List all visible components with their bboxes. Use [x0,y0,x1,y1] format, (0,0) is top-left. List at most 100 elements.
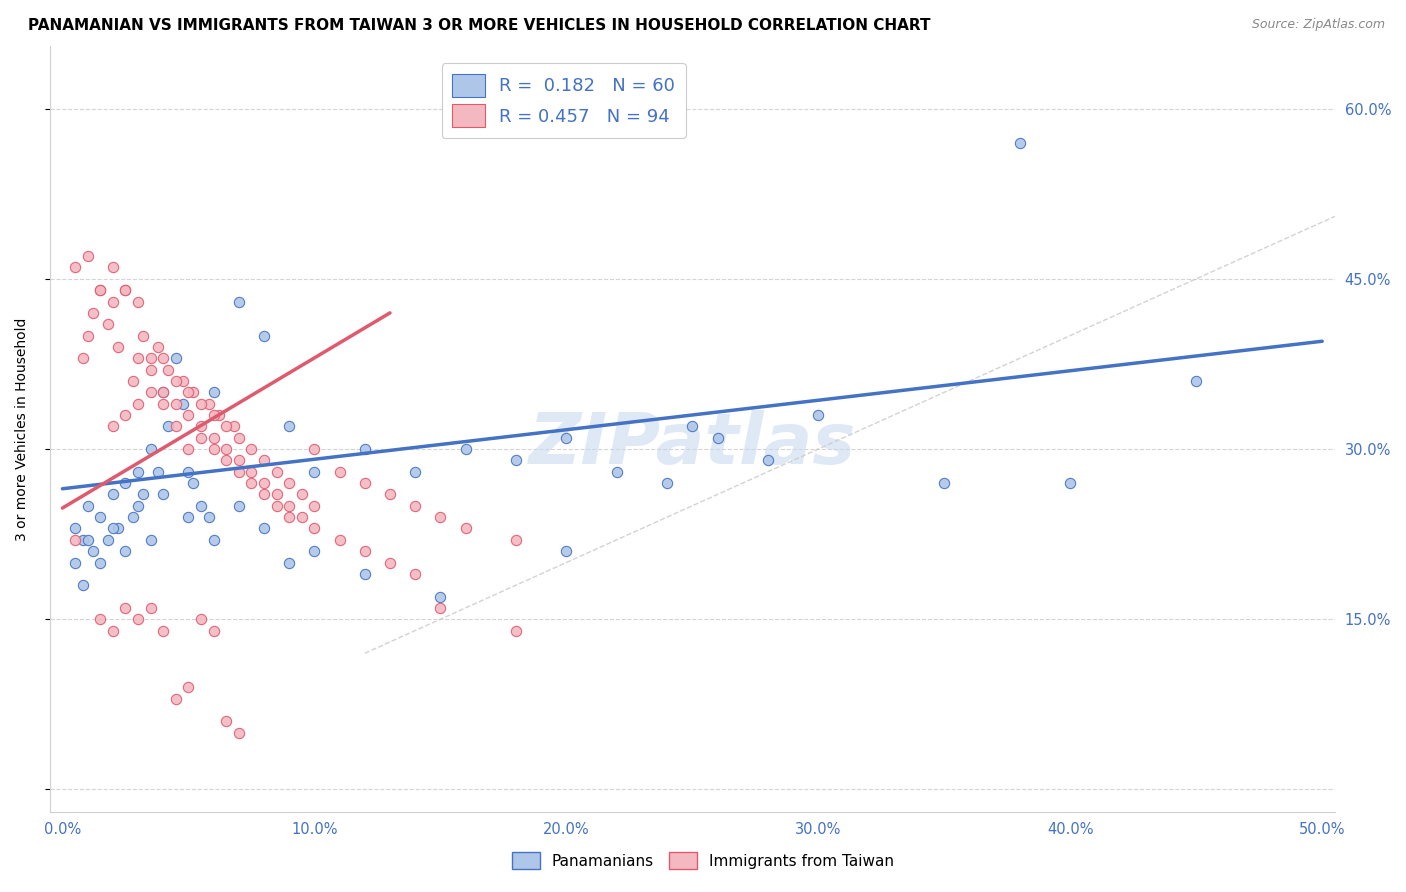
Point [228,453,250,467]
Point [122,510,145,524]
Text: ZIPatlas: ZIPatlas [529,410,856,479]
Point [127,499,149,513]
Point [132,328,155,343]
Point [139,351,162,366]
Legend: Panamanians, Immigrants from Taiwan: Panamanians, Immigrants from Taiwan [506,846,900,875]
Point [63,533,86,547]
Point [177,510,200,524]
Point [329,465,352,479]
Point [190,431,212,445]
Point [146,340,169,354]
Point [329,533,352,547]
Text: Source: ZipAtlas.com: Source: ZipAtlas.com [1251,18,1385,31]
Point [228,431,250,445]
Point [378,556,401,570]
Y-axis label: 3 or more Vehicles in Household: 3 or more Vehicles in Household [15,318,30,541]
Point [127,294,149,309]
Point [177,408,200,422]
Point [202,442,225,456]
Point [404,499,426,513]
Point [165,691,187,706]
Point [172,397,194,411]
Point [127,612,149,626]
Point [152,487,174,501]
Point [304,521,326,535]
Point [253,328,276,343]
Point [190,397,212,411]
Point [97,317,120,331]
Point [122,374,145,388]
Point [404,566,426,581]
Point [934,476,956,491]
Point [107,340,129,354]
Point [165,351,187,366]
Point [139,533,162,547]
Text: PANAMANIAN VS IMMIGRANTS FROM TAIWAN 3 OR MORE VEHICLES IN HOUSEHOLD CORRELATION: PANAMANIAN VS IMMIGRANTS FROM TAIWAN 3 O… [28,18,931,33]
Point [197,510,219,524]
Point [454,442,477,456]
Point [555,544,578,558]
Point [177,442,200,456]
Point [228,294,250,309]
Point [681,419,703,434]
Point [114,476,136,491]
Point [253,476,276,491]
Point [114,408,136,422]
Point [127,351,149,366]
Point [208,408,231,422]
Point [215,453,238,467]
Point [76,533,98,547]
Point [139,385,162,400]
Point [63,521,86,535]
Point [72,533,94,547]
Point [114,544,136,558]
Point [353,544,375,558]
Point [429,600,451,615]
Point [304,442,326,456]
Point [228,465,250,479]
Point [165,397,187,411]
Point [101,294,124,309]
Point [183,385,205,400]
Point [505,533,527,547]
Point [215,442,238,456]
Point [291,510,314,524]
Point [76,328,98,343]
Point [1059,476,1081,491]
Point [152,351,174,366]
Point [183,476,205,491]
Point [304,544,326,558]
Point [429,510,451,524]
Point [253,487,276,501]
Point [505,453,527,467]
Point [429,590,451,604]
Point [228,499,250,513]
Point [172,374,194,388]
Point [152,385,174,400]
Point [152,624,174,638]
Point [177,465,200,479]
Point [165,419,187,434]
Point [157,362,180,376]
Point [165,374,187,388]
Point [152,385,174,400]
Point [1185,374,1208,388]
Point [89,283,111,297]
Point [266,499,288,513]
Legend: R =  0.182   N = 60, R = 0.457   N = 94: R = 0.182 N = 60, R = 0.457 N = 94 [441,63,686,138]
Point [101,624,124,638]
Point [222,419,245,434]
Point [177,681,200,695]
Point [146,465,169,479]
Point [202,431,225,445]
Point [114,600,136,615]
Point [1008,136,1031,150]
Point [291,487,314,501]
Point [228,725,250,739]
Point [353,442,375,456]
Point [278,476,301,491]
Point [266,487,288,501]
Point [353,566,375,581]
Point [72,578,94,592]
Point [72,351,94,366]
